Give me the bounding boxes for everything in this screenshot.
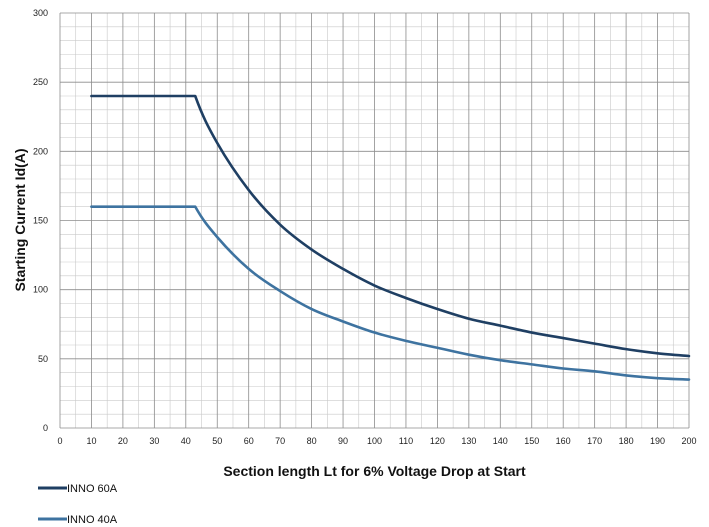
- x-tick-label: 0: [57, 436, 62, 446]
- major-gridlines: [59, 12, 690, 429]
- series-layer: [90, 94, 691, 381]
- y-tick-label: 100: [33, 285, 48, 295]
- x-tick-label: 120: [430, 436, 445, 446]
- x-tick-label: 170: [587, 436, 602, 446]
- x-tick-label: 40: [181, 436, 191, 446]
- x-tick-label: 30: [149, 436, 159, 446]
- x-tick-label: 60: [244, 436, 254, 446]
- series-line-1: [90, 94, 691, 358]
- x-tick-label: 150: [524, 436, 539, 446]
- legend-label-2: INNO 40A: [67, 514, 118, 526]
- x-tick-label: 180: [619, 436, 634, 446]
- legend-label-1: INNO 60A: [67, 483, 118, 495]
- x-tick-label: 100: [367, 436, 382, 446]
- x-tick-label: 140: [493, 436, 508, 446]
- y-axis-title: Starting Current Id(A): [12, 148, 28, 291]
- y-tick-label: 50: [38, 354, 48, 364]
- x-axis-title: Section length Lt for 6% Voltage Drop at…: [223, 463, 526, 479]
- x-tick-label: 80: [307, 436, 317, 446]
- x-tick-label: 130: [461, 436, 476, 446]
- legend: INNO 60A INNO 40A: [38, 483, 118, 526]
- y-tick-label: 200: [33, 146, 48, 156]
- x-tick-label: 110: [399, 436, 413, 446]
- y-tick-label: 250: [33, 77, 48, 87]
- series-line-2: [90, 205, 691, 381]
- x-tick-label: 190: [650, 436, 665, 446]
- y-tick-labels: 0 50 100 150 200 250 300: [33, 8, 48, 433]
- x-tick-label: 10: [86, 436, 96, 446]
- y-tick-label: 150: [33, 216, 48, 226]
- x-tick-label: 200: [681, 436, 696, 446]
- x-tick-labels: 0 10 20 30 40 50 60 70 80 90 100 110 120 130 140 150 160…: [57, 436, 696, 446]
- x-tick-label: 20: [118, 436, 128, 446]
- x-tick-label: 160: [556, 436, 571, 446]
- x-tick-label: 50: [212, 436, 222, 446]
- y-tick-label: 0: [43, 423, 48, 433]
- y-tick-label: 300: [33, 8, 48, 18]
- x-tick-label: 90: [338, 436, 348, 446]
- x-tick-label: 70: [275, 436, 285, 446]
